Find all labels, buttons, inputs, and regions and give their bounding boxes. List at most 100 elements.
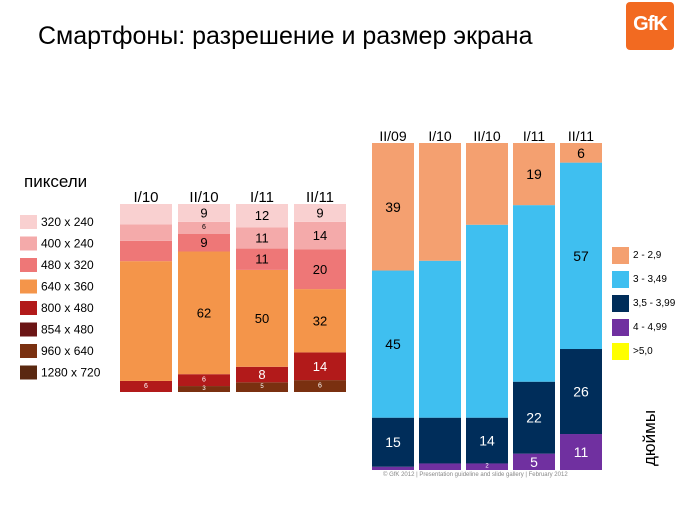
category-label: I/10 [133,189,158,206]
bar-segment [513,205,555,382]
bar-segment [466,143,508,225]
bar-segment [294,352,346,381]
bar-segment [120,261,172,381]
data-label: 12 [255,208,269,223]
legend-swatch [612,271,629,288]
bar-segment [178,204,230,222]
data-label: 20 [313,262,327,277]
data-label: 39 [385,199,401,215]
legend-swatch [20,365,37,380]
data-label: 14 [313,359,327,374]
page-title: Смартфоны: разрешение и размер экрана [38,22,533,50]
category-label: I/11 [523,128,546,144]
bar-segment [372,143,414,271]
legend-label: 480 x 320 [41,258,94,272]
legend-swatch [612,247,629,264]
category-label: II/10 [473,128,500,144]
bar-segment [294,380,346,392]
data-label: 32 [313,313,327,328]
legend-label: 3,5 - 3,99 [633,298,676,309]
bar-segment [236,248,288,270]
data-label: 2 [485,464,489,470]
data-label: 5 [260,384,264,390]
legend-swatch [20,301,37,315]
data-label: 50 [255,311,269,326]
bar-segment [236,227,288,249]
legend-label: 4 - 4,99 [633,322,667,333]
legend-label: 3 - 3,49 [633,274,667,285]
bar-segment [178,386,230,392]
data-label: 5 [530,454,538,470]
legend-swatch [612,319,629,336]
bar-segment [513,143,555,206]
left-chart-title: пиксели [24,172,88,191]
legend-label: 640 x 360 [41,280,94,294]
bar-segment [294,221,346,250]
legend-label: 400 x 240 [41,237,94,251]
data-label: 26 [573,384,589,400]
data-label: 6 [144,383,148,390]
bar-segment [419,143,461,261]
bar-segment [419,260,461,418]
data-label: 9 [200,235,207,250]
category-label: I/10 [428,128,452,144]
data-label: 11 [255,252,269,267]
data-label: 15 [385,434,401,450]
bar-segment [120,204,172,225]
legend-label: 2 - 2,9 [633,250,662,261]
bar-segment [120,224,172,241]
legend-label: 854 x 480 [41,323,94,337]
data-label: 9 [316,205,323,220]
bar-segment [178,233,230,252]
bar-segment [560,162,602,350]
gfk-logo: GfK [626,2,674,50]
legend-swatch [20,236,37,251]
footer-copyright: © GfK 2012 | Presentation guideline and … [383,472,568,478]
bar-segment [372,417,414,467]
category-label: II/11 [568,128,594,144]
category-label: II/09 [379,128,406,144]
data-label: 6 [202,224,206,231]
legend-swatch [20,322,37,337]
legend-swatch [612,295,629,312]
legend-swatch [612,343,629,360]
bar-segment [178,221,230,234]
bar-segment [419,417,461,464]
bar-segment [178,374,230,387]
bar-segment [466,463,508,470]
bar-segment [120,380,172,392]
bar-segment [178,251,230,375]
bar-segment [560,143,602,163]
legend-swatch [20,279,37,294]
bar-segment [294,204,346,222]
data-label: 14 [313,228,327,243]
legend-label: 320 x 240 [41,215,94,229]
data-label: 6 [577,145,585,161]
data-label: 14 [479,433,495,449]
bar-segment [560,434,602,470]
bar-segment [294,249,346,290]
category-label: I/11 [250,189,274,206]
legend-label: 960 x 640 [41,344,94,358]
legend-swatch [20,344,37,358]
bar-segment [236,204,288,228]
legend-label: >5,0 [633,346,653,357]
bar-segment [466,224,508,418]
bar-segment [294,289,346,353]
gfk-logo-text: GfK [633,13,668,35]
bar-segment [560,349,602,435]
data-label: 45 [385,336,401,352]
data-label: 6 [202,377,206,384]
legend-label: 1280 x 720 [41,366,101,380]
bar-segment [120,240,172,262]
category-label: II/10 [189,189,218,206]
data-label: 19 [526,166,542,182]
data-label: 22 [526,410,542,426]
bar-segment [513,381,555,454]
bar-segment [236,382,288,392]
data-label: 8 [258,367,265,382]
data-label: 9 [200,205,207,220]
data-label: 57 [573,248,589,264]
bar-segment [466,417,508,464]
